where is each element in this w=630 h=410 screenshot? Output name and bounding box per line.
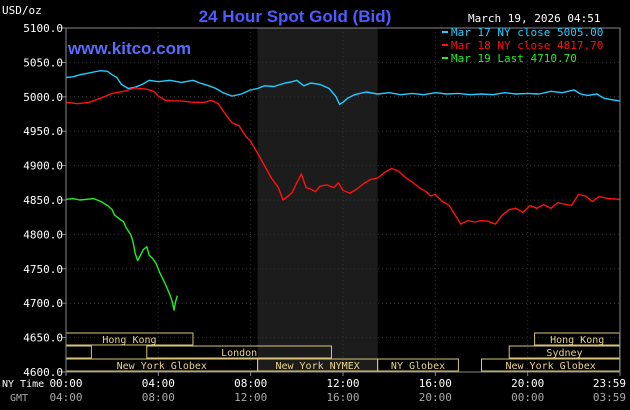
y-tick-label: 5100.0 [23,22,63,35]
session-label: New York NYMEX [275,361,359,372]
y-tick-label: 4900.0 [23,160,63,173]
x-tick-label-gmt: 16:00 [326,391,359,404]
y-axis-label: USD/oz [2,4,42,17]
session-label: Hong Kong [550,335,604,346]
y-tick-label: 4650.0 [23,332,63,345]
x-tick-label-gmt: 03:59 [593,391,626,404]
series-line [65,87,620,225]
session-label: Hong Kong [102,335,156,346]
x-tick-label-gmt: 08:00 [142,391,175,404]
x-tick-label-gmt: 20:00 [419,391,452,404]
y-tick-label: 5000.0 [23,91,63,104]
y-axis-ticks: 5100.0 5050.0 5000.0 4950.0 4900.0 4850.0 4800… [23,22,66,379]
session-bar [377,358,459,372]
y-tick-label: 4800.0 [23,228,63,241]
x-tick-label-ny: 08:00 [234,377,267,390]
y-tick-label: 4950.0 [23,125,63,138]
session-label: Sydney [546,348,582,359]
x-tick-label-ny: 12:00 [326,377,359,390]
session-bar [146,345,332,359]
y-tick-label: 4600.0 [23,366,63,379]
x-tick-label-gmt: 04:00 [49,391,82,404]
x-tick-label-ny: 00:00 [49,377,82,390]
x-tick-label-gmt: 00:00 [511,391,544,404]
y-tick-label: 5050.0 [23,56,63,69]
x-axis-ticks: 00:0004:0004:0008:0008:0012:0012:0016:00… [49,372,626,404]
gmt-label: GMT [10,393,28,404]
series-line [65,197,178,311]
x-tick-label-ny: 20:00 [511,377,544,390]
chart-timestamp: March 19, 2026 04:51 [468,12,600,25]
chart-title: 24 Hour Spot Gold (Bid) [199,7,392,26]
kitco-watermark: www.kitco.com [67,39,191,58]
session-label: London [221,348,257,359]
ny-time-label: NY Time [2,379,44,390]
session-label: NY Globex [391,361,445,372]
series-lines [65,70,620,311]
session-label: New York Globex [117,361,207,372]
x-tick-label-ny: 16:00 [419,377,452,390]
y-tick-label: 4750.0 [23,263,63,276]
x-tick-label-ny: 23:59 [593,377,626,390]
nymex-session-shading [257,28,378,372]
session-label: New York Globex [505,361,595,372]
x-tick-label-gmt: 12:00 [234,391,267,404]
y-tick-label: 4700.0 [23,297,63,310]
x-tick-label-ny: 04:00 [142,377,175,390]
market-session-bars: Hong Kong Hong Kong London Sydney New York G… [65,332,621,372]
legend-entry: Mar 19 Last 4710.70 [451,52,577,65]
series-line [65,70,620,106]
legend-entry: Mar 17 NY close 5005.00 [451,26,603,39]
y-tick-label: 4850.0 [23,194,63,207]
legend-entry: Mar 18 NY close 4817.70 [451,39,603,52]
